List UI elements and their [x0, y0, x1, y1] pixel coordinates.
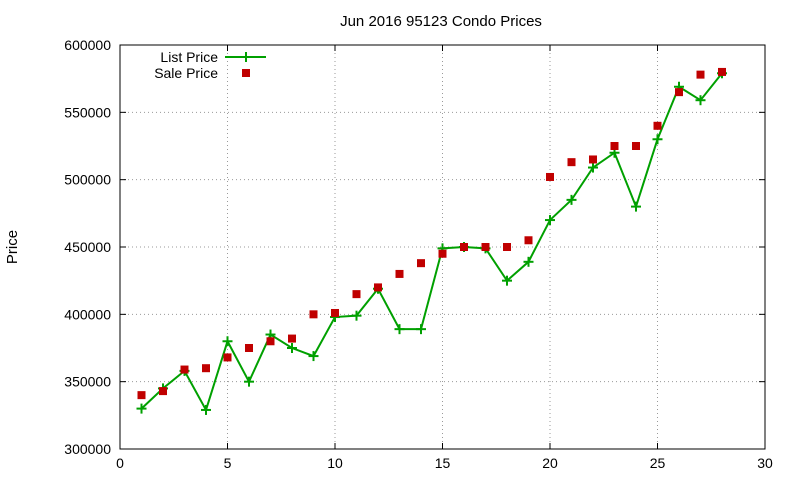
list-price-point	[523, 256, 534, 267]
sale-price-point	[718, 67, 726, 76]
tick-labels: 0 5 10 15 20 25 30 300000 350000 400000 450000 5000…	[64, 37, 773, 471]
sale-price-point	[137, 391, 146, 400]
sale-price-point	[589, 155, 597, 164]
y-tick-label: 450000	[64, 239, 111, 255]
list-price-point	[695, 95, 706, 106]
chart-title: Jun 2016 95123 Condo Prices	[340, 13, 542, 30]
list-price-point	[351, 310, 362, 321]
list-price-point	[631, 201, 641, 212]
y-tick-label: 600000	[64, 37, 111, 53]
y-tick-label: 500000	[64, 172, 111, 188]
list-price-point	[308, 351, 319, 362]
sale-price-point	[266, 337, 275, 346]
sale-price-point	[675, 88, 683, 97]
grid	[120, 45, 765, 449]
legend-cross-marker	[241, 52, 251, 62]
sale-price-point	[417, 259, 425, 268]
sale-price-point	[223, 353, 232, 362]
sale-price-point	[632, 142, 640, 150]
sale-price-point	[309, 310, 318, 319]
list-price-line	[140, 72, 723, 413]
sale-price-point	[374, 283, 382, 292]
y-tick-label: 350000	[64, 374, 111, 390]
legend-label: List Price	[160, 49, 218, 65]
x-tick-label: 5	[224, 455, 232, 471]
sale-price-point	[245, 344, 253, 352]
sale-price-point	[696, 70, 705, 79]
list-price-point	[416, 324, 426, 335]
series	[136, 67, 727, 415]
list-price-point	[244, 376, 254, 387]
sale-price-point	[180, 365, 189, 374]
sale-price-point	[352, 290, 361, 299]
sale-price-point	[546, 172, 554, 181]
x-tick-label: 15	[435, 455, 451, 471]
sale-price-point	[331, 308, 339, 317]
sale-price-series	[137, 67, 726, 400]
sale-price-point	[567, 158, 576, 167]
sale-price-point	[438, 249, 447, 258]
sale-price-point	[202, 364, 210, 373]
list-price-point	[394, 324, 405, 335]
list-price-point	[545, 215, 555, 226]
legend-square-marker	[242, 69, 250, 77]
x-tick-label: 30	[757, 455, 773, 471]
legend-label: Sale Price	[154, 65, 218, 81]
list-price-point	[588, 162, 598, 173]
list-price-point	[566, 194, 577, 205]
y-axis-label: Price	[4, 230, 21, 264]
sale-price-point	[610, 142, 619, 150]
sale-price-point	[460, 243, 468, 251]
list-price-point	[222, 336, 233, 347]
x-tick-label: 20	[542, 455, 558, 471]
sale-price-point	[481, 243, 490, 251]
sale-price-point	[524, 236, 533, 245]
sale-price-point	[653, 121, 662, 130]
x-tick-label: 0	[116, 455, 124, 471]
list-price-point	[201, 404, 211, 415]
list-price-point	[136, 403, 147, 414]
list-price-series	[136, 68, 727, 415]
list-price-point	[287, 343, 297, 353]
sale-price-point	[159, 387, 167, 396]
x-tick-label: 25	[650, 455, 666, 471]
list-price-point	[652, 134, 663, 145]
y-tick-label: 300000	[64, 441, 111, 457]
y-tick-label: 550000	[64, 104, 111, 120]
axes	[119, 44, 766, 450]
sale-price-point	[503, 243, 511, 251]
x-tick-label: 10	[327, 455, 343, 471]
sale-price-point	[395, 269, 404, 278]
sale-price-point	[288, 334, 296, 343]
y-tick-label: 400000	[64, 306, 111, 322]
list-price-point	[502, 275, 512, 286]
